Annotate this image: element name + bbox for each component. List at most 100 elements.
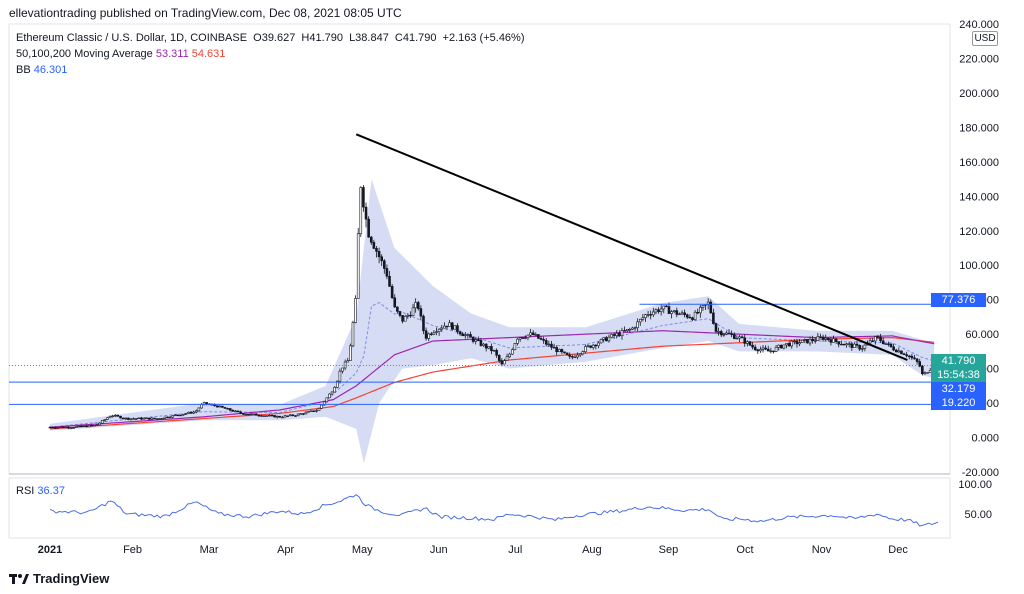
candle-body	[505, 356, 509, 361]
candle-body	[824, 337, 827, 340]
bb-legend[interactable]: BB 46.301	[16, 64, 67, 76]
candle-body	[200, 404, 203, 409]
horizontal-levels	[9, 303, 950, 405]
candle-body	[777, 344, 780, 348]
candle-body	[652, 311, 655, 316]
candle-body	[806, 339, 809, 344]
candle-body	[343, 361, 347, 369]
y-tick-label: 240.000	[959, 19, 999, 31]
candle-body	[294, 415, 297, 417]
y-tick-label: 120.000	[959, 226, 999, 238]
candle-body	[223, 407, 227, 409]
candle-body	[66, 426, 70, 429]
y-tick-label: 220.000	[959, 53, 999, 65]
y-axis[interactable]: 240.000 220.000 200.000 180.000 160.000 140.0…	[959, 19, 999, 479]
candle-body	[685, 314, 689, 318]
ma-value-2: 54.631	[191, 48, 226, 60]
candle-body	[419, 308, 423, 317]
rsi-value: 36.37	[37, 485, 65, 497]
candle-body	[113, 414, 117, 417]
candle-body	[497, 354, 501, 361]
candle-body	[93, 425, 96, 427]
candle-body	[341, 367, 344, 372]
candle-body	[672, 310, 676, 312]
candle-body	[393, 297, 397, 308]
candle-body	[581, 351, 585, 355]
candle-body	[335, 380, 339, 388]
candle-body	[189, 411, 193, 414]
candle-body	[427, 333, 431, 339]
candle-body	[772, 350, 775, 353]
candle-body	[881, 340, 885, 344]
candle-body	[440, 327, 444, 330]
candle-body	[487, 346, 491, 349]
candle-body	[322, 401, 326, 406]
candle-body	[283, 415, 287, 418]
candle-body	[860, 348, 864, 350]
candle-body	[74, 426, 78, 428]
symbol-line: Ethereum Classic / U.S. Dollar, 1D, COIN…	[16, 32, 528, 44]
rsi-label: RSI	[16, 485, 35, 497]
candle-body	[918, 361, 922, 367]
candle-body	[286, 415, 289, 417]
candle-body	[584, 346, 587, 352]
candle-body	[153, 417, 156, 420]
candle-body	[623, 330, 626, 332]
candle-body	[236, 410, 240, 413]
candle-body	[688, 316, 692, 319]
candle-body	[753, 346, 757, 351]
symbol-name: Ethereum Classic / U.S. Dollar, 1D, COIN…	[16, 32, 248, 44]
candle-body	[450, 322, 454, 330]
candle-body	[641, 317, 645, 320]
candle-body	[610, 334, 613, 338]
candle-body	[333, 387, 336, 393]
candle-body	[296, 413, 300, 416]
publisher-line: ellevationtrading published on TradingVi…	[9, 6, 402, 20]
candle-body	[691, 317, 694, 320]
level-tag-mid: 32.179	[931, 382, 986, 396]
candle-body	[474, 339, 478, 342]
candle-body	[693, 311, 697, 320]
candle-body	[508, 353, 511, 358]
candle-body	[364, 206, 368, 220]
candle-body	[646, 314, 650, 316]
candle-body	[803, 339, 807, 341]
currency-badge[interactable]: USD	[972, 31, 998, 46]
ma-legend[interactable]: 50,100,200 Moving Average 53.311 54.631	[16, 48, 225, 60]
candle-body	[354, 298, 357, 323]
bollinger-band	[49, 179, 935, 464]
rsi-legend[interactable]: RSI 36.37	[16, 485, 65, 497]
candle-body	[785, 343, 788, 346]
downtrend-line	[355, 133, 908, 361]
ohlc-open: O39.627	[253, 32, 296, 44]
trendline[interactable]	[355, 133, 908, 361]
candle-body	[401, 315, 404, 322]
candle-body	[129, 418, 133, 420]
candle-body	[244, 413, 248, 416]
tradingview-logo[interactable]: TradingView	[9, 571, 109, 586]
y-tick-label: -20.000	[962, 467, 999, 479]
candle-body	[432, 332, 436, 335]
candle-body	[521, 337, 525, 339]
candle-body	[268, 414, 271, 417]
countdown-tag: 15:54:38	[931, 368, 986, 382]
candle-body	[544, 340, 548, 345]
candle-body	[743, 337, 747, 344]
candle-body	[221, 405, 224, 408]
candle-body	[48, 426, 52, 429]
candle-body	[119, 415, 122, 419]
x-tick-label: Feb	[123, 544, 142, 556]
candle-body	[424, 330, 428, 339]
candle-body	[539, 338, 543, 340]
candle-body	[411, 307, 415, 316]
candle-body	[435, 331, 438, 333]
x-axis[interactable]: 2021 Feb Mar Apr May Jun Jul Aug Sep Oct Nov Dec	[38, 544, 909, 556]
candle-body	[863, 344, 867, 349]
candle-body	[463, 334, 467, 337]
rsi-line	[49, 494, 939, 527]
candle-body	[759, 349, 762, 352]
candle-body	[597, 342, 600, 347]
candle-body	[278, 415, 282, 418]
candle-body	[461, 333, 464, 337]
